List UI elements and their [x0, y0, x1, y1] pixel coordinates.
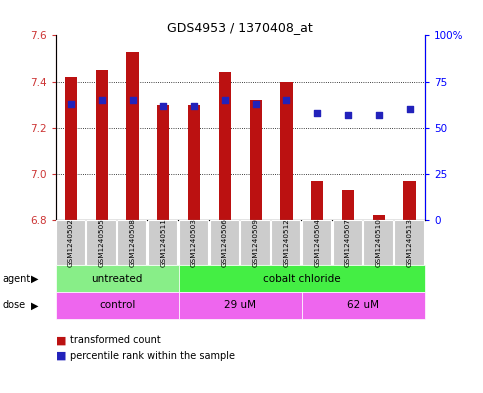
Text: GSM1240511: GSM1240511 — [160, 218, 166, 267]
Text: ▶: ▶ — [31, 274, 39, 284]
Text: GSM1240503: GSM1240503 — [191, 218, 197, 267]
Text: GSM1240502: GSM1240502 — [68, 218, 74, 267]
Bar — [250, 100, 262, 220]
Text: untreated: untreated — [91, 274, 143, 284]
Point — [252, 101, 259, 107]
Text: GSM1240512: GSM1240512 — [284, 218, 289, 267]
Point — [190, 103, 198, 109]
Point — [98, 97, 106, 103]
Bar — [127, 51, 139, 220]
Text: GSM1240509: GSM1240509 — [253, 218, 259, 267]
Bar — [96, 70, 108, 220]
Bar — [219, 72, 231, 220]
Text: GSM1240513: GSM1240513 — [407, 218, 412, 267]
Point — [344, 112, 352, 118]
Point — [375, 112, 383, 118]
Text: ▶: ▶ — [31, 300, 39, 310]
Text: percentile rank within the sample: percentile rank within the sample — [70, 351, 235, 361]
Point — [283, 97, 290, 103]
Title: GDS4953 / 1370408_at: GDS4953 / 1370408_at — [168, 21, 313, 34]
Text: agent: agent — [2, 274, 30, 284]
Bar — [157, 105, 170, 220]
Text: transformed count: transformed count — [70, 335, 161, 345]
Text: cobalt chloride: cobalt chloride — [263, 274, 341, 284]
Point — [313, 110, 321, 116]
Bar — [188, 105, 200, 220]
Bar — [311, 181, 324, 220]
Bar — [403, 181, 416, 220]
Text: ■: ■ — [56, 351, 66, 361]
Bar — [342, 190, 354, 220]
Text: ■: ■ — [56, 335, 66, 345]
Text: 29 uM: 29 uM — [224, 300, 256, 310]
Bar — [65, 77, 77, 220]
Text: GSM1240506: GSM1240506 — [222, 218, 228, 267]
Text: dose: dose — [2, 300, 26, 310]
Text: 62 uM: 62 uM — [347, 300, 380, 310]
Text: GSM1240507: GSM1240507 — [345, 218, 351, 267]
Text: GSM1240508: GSM1240508 — [129, 218, 136, 267]
Bar — [373, 215, 385, 220]
Text: GSM1240510: GSM1240510 — [376, 218, 382, 267]
Point — [128, 97, 136, 103]
Point — [406, 106, 413, 112]
Bar — [280, 81, 293, 220]
Point — [159, 103, 167, 109]
Text: GSM1240505: GSM1240505 — [99, 218, 105, 267]
Point — [221, 97, 229, 103]
Text: GSM1240504: GSM1240504 — [314, 218, 320, 267]
Text: control: control — [99, 300, 135, 310]
Point — [67, 101, 75, 107]
